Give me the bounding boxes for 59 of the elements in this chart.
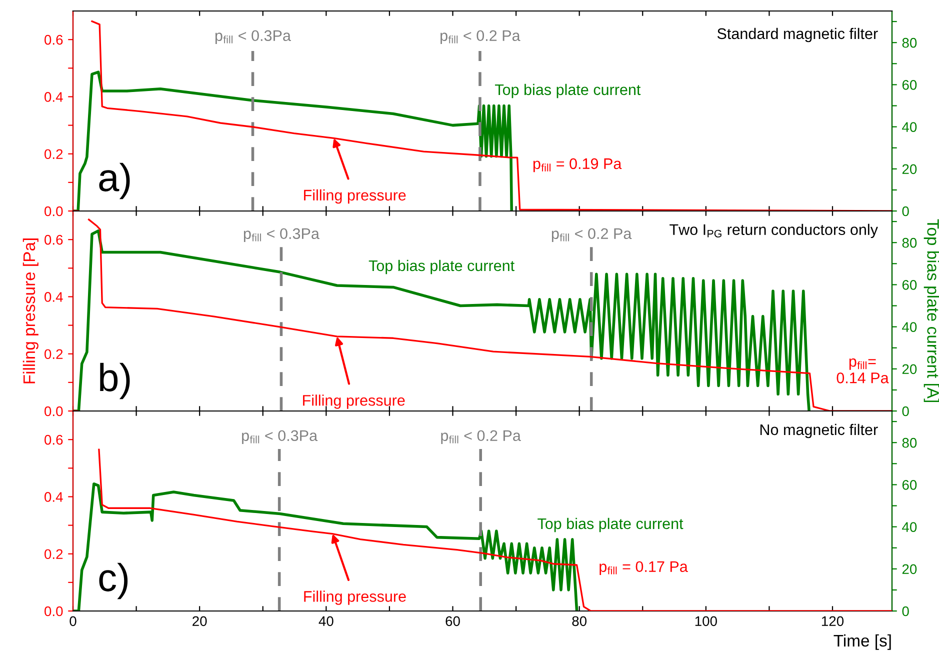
annotation: p$_{fill}$ = 0.17 Pa <box>600 561 688 576</box>
series-label: Top bias plate current <box>538 518 684 532</box>
text: Filling pressure <box>304 189 406 204</box>
y2-tick-label: 40 <box>902 122 917 132</box>
y-tick-label: 0.2 <box>44 349 63 360</box>
series-label: Top bias plate current <box>368 260 514 274</box>
y-tick-label: 0.4 <box>44 292 63 302</box>
x-tick-label: 60 <box>446 616 460 626</box>
annotation: No magnetic filter <box>760 424 878 438</box>
x-tick-label: 80 <box>572 616 587 626</box>
y-tick-label: 0.2 <box>44 549 63 560</box>
y-tick-label: 0.6 <box>44 34 63 45</box>
annotation: a) <box>99 162 130 200</box>
y2-tick-label: 40 <box>902 522 917 532</box>
y-axis-title: Filling pressure [Pa] <box>22 238 38 384</box>
ref-line-label: p$_{fill}$ < 0.3Pa <box>244 228 320 242</box>
y2-tick-label: 0 <box>902 206 909 216</box>
ref-line-label: p$_{fill}$ < 0.3Pa <box>215 30 291 44</box>
annotation: p$_{fill}$ = 0.19 Pa <box>533 158 622 172</box>
x-axis-title: Time [s] <box>834 634 891 650</box>
y2-tick-label: 40 <box>902 322 917 332</box>
y2-tick-label: 20 <box>902 564 917 574</box>
y2-tick-label: 0 <box>902 606 909 616</box>
ref-line-label: p$_{fill}$ < 0.3Pa <box>242 430 318 444</box>
y2-tick-label: 80 <box>902 38 917 48</box>
x-tick-label: 0 <box>70 616 76 626</box>
y2-tick-label: 20 <box>902 364 917 374</box>
ref-line-label: p$_{fill}$ < 0.2 Pa <box>441 430 521 444</box>
line-series <box>98 448 892 611</box>
y2-tick-label: 80 <box>902 438 917 448</box>
ref-line-label: p$_{fill}$ < 0.2 Pa <box>440 30 520 44</box>
series-label: Top bias plate current <box>494 84 641 98</box>
text: Filling pressure <box>304 590 406 605</box>
x-tick-label: 120 <box>822 616 844 626</box>
y2-axis-title: Top bias plate current [A] <box>924 219 939 402</box>
x-tick-label: 20 <box>192 616 207 626</box>
y-tick-label: 0.0 <box>44 206 63 216</box>
y-tick-label: 0.6 <box>44 234 63 245</box>
y-tick-label: 0.0 <box>44 406 63 416</box>
annotation: c) <box>99 562 128 600</box>
y-tick-label: 0.4 <box>44 92 63 102</box>
y2-tick-label: 80 <box>902 238 917 248</box>
y-tick-label: 0.0 <box>44 606 63 616</box>
y2-tick-label: 0 <box>902 406 909 416</box>
y-tick-label: 0.2 <box>44 149 63 160</box>
y2-tick-label: 60 <box>902 480 917 490</box>
annotation: p$_{fill}$= 0.14 Pa <box>836 358 889 384</box>
annotation: b) <box>100 362 130 400</box>
y2-tick-label: 20 <box>902 164 917 174</box>
annotation: Standard magnetic filter <box>717 28 878 42</box>
annotation: Two I$_{PG}$ return conductors only <box>670 224 878 238</box>
x-tick-label: 40 <box>318 616 334 626</box>
x-tick-label: 100 <box>695 616 717 626</box>
ref-line-label: p$_{fill}$ < 0.2 Pa <box>552 228 632 242</box>
text: Filling pressure <box>303 394 405 409</box>
y2-tick-label: 60 <box>902 280 917 290</box>
y-tick-label: 0.6 <box>44 434 63 445</box>
y2-tick-label: 60 <box>902 80 917 90</box>
y-tick-label: 0.4 <box>44 492 63 502</box>
